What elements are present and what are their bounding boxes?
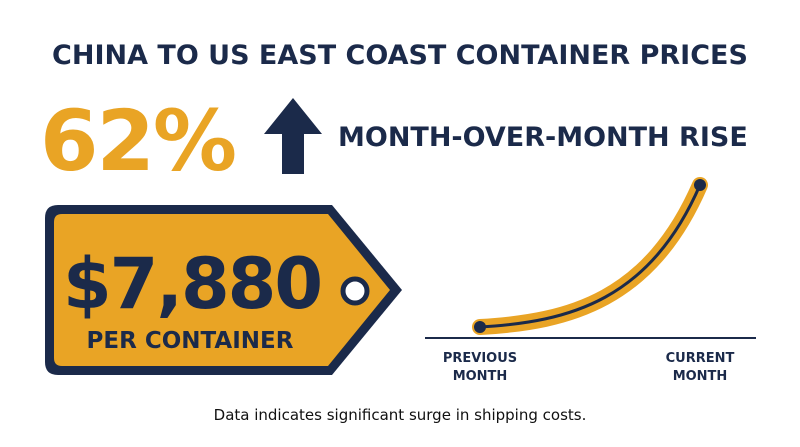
up-arrow xyxy=(264,98,322,174)
price: $7,880 xyxy=(63,243,321,325)
start-label: PREVIOUS xyxy=(443,351,517,366)
end-label: CURRENT xyxy=(666,351,735,366)
curve-start xyxy=(474,321,486,333)
footer: Data indicates significant surge in ship… xyxy=(214,406,587,424)
end-label: MONTH xyxy=(673,369,728,384)
stat-label: MONTH-OVER-MONTH RISE xyxy=(338,122,748,153)
stat-value: 62% xyxy=(40,92,235,190)
tag-hole xyxy=(340,276,370,306)
price-tag xyxy=(54,214,390,366)
curve xyxy=(479,184,702,329)
start-label: MONTH xyxy=(453,369,508,384)
price-unit: PER CONTAINER xyxy=(87,328,294,354)
curve-end xyxy=(694,179,706,191)
title: CHINA TO US EAST COAST CONTAINER PRICES xyxy=(52,40,748,71)
